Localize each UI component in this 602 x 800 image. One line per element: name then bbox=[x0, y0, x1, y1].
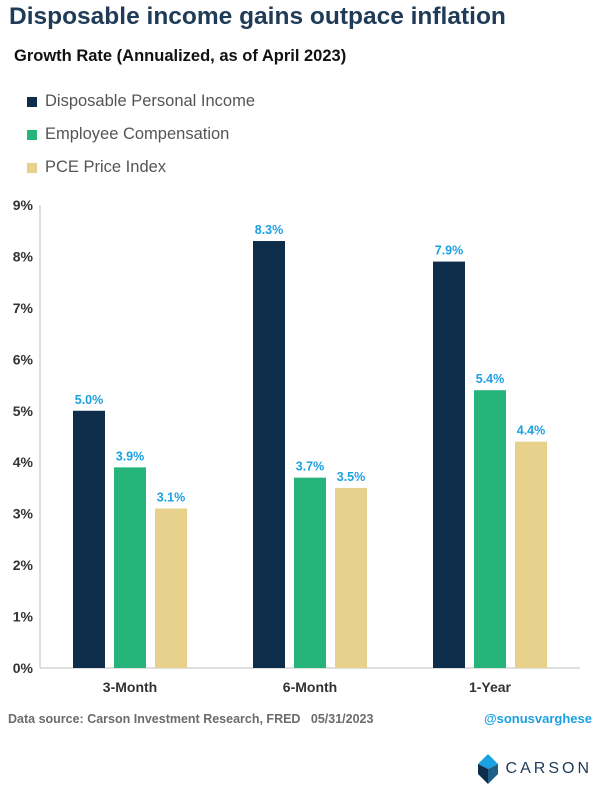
y-tick-label: 3% bbox=[13, 506, 34, 522]
legend: Disposable Personal Income Employee Comp… bbox=[27, 85, 255, 184]
bar bbox=[294, 477, 326, 668]
data-label: 5.0% bbox=[75, 393, 104, 407]
y-tick-label: 7% bbox=[13, 300, 34, 316]
bar bbox=[155, 508, 187, 668]
legend-label-pce-price-index: PCE Price Index bbox=[45, 158, 167, 176]
data-label: 4.4% bbox=[517, 424, 546, 438]
carson-logo: CARSON bbox=[477, 754, 592, 784]
data-label: 3.5% bbox=[337, 470, 366, 484]
chart-subtitle: Growth Rate (Annualized, as of April 202… bbox=[14, 47, 347, 65]
data-label: 8.3% bbox=[255, 223, 284, 237]
data-label: 7.9% bbox=[435, 244, 464, 258]
y-tick-label: 4% bbox=[13, 454, 34, 470]
bar bbox=[515, 441, 547, 668]
legend-swatch-pce-price-index bbox=[27, 162, 37, 173]
data-label: 3.1% bbox=[157, 491, 186, 505]
carson-logo-text: CARSON bbox=[505, 760, 592, 777]
bar bbox=[253, 241, 285, 668]
legend-item-pce-price-index: PCE Price Index bbox=[27, 151, 255, 184]
x-tick-label: 6-Month bbox=[283, 679, 337, 695]
y-tick-label: 0% bbox=[13, 660, 34, 676]
x-tick-label: 3-Month bbox=[103, 679, 157, 695]
legend-item-employee-compensation: Employee Compensation bbox=[27, 118, 255, 151]
bar bbox=[335, 487, 367, 668]
y-tick-label: 1% bbox=[13, 609, 34, 625]
bar bbox=[433, 261, 465, 668]
legend-item-disposable-income: Disposable Personal Income bbox=[27, 85, 255, 118]
y-tick-label: 5% bbox=[13, 403, 34, 419]
legend-label-employee-compensation: Employee Compensation bbox=[45, 125, 230, 143]
legend-label-disposable-income: Disposable Personal Income bbox=[45, 92, 256, 110]
x-tick-label: 1-Year bbox=[469, 679, 512, 695]
bar bbox=[474, 390, 506, 668]
data-label: 3.9% bbox=[116, 449, 145, 463]
author-handle: @sonusvarghese bbox=[483, 711, 592, 726]
data-source-note: Data source: Carson Investment Research,… bbox=[8, 712, 374, 726]
legend-swatch-employee-compensation bbox=[27, 129, 37, 140]
legend-swatch-disposable-income bbox=[27, 96, 37, 107]
data-label: 3.7% bbox=[296, 460, 325, 474]
chart-title: Disposable income gains outpace inflatio… bbox=[9, 3, 506, 30]
carson-logo-icon bbox=[477, 754, 498, 784]
y-tick-label: 6% bbox=[13, 351, 34, 367]
bar bbox=[73, 410, 105, 668]
data-label: 5.4% bbox=[476, 372, 505, 386]
y-tick-label: 9% bbox=[13, 197, 34, 213]
y-tick-label: 8% bbox=[13, 248, 34, 264]
y-tick-label: 2% bbox=[13, 557, 34, 573]
bar bbox=[114, 467, 146, 668]
